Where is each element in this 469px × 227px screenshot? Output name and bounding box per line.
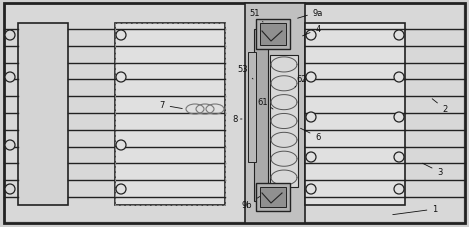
Bar	[248, 53, 256, 162]
Bar	[256, 183, 290, 211]
Circle shape	[394, 113, 404, 122]
Circle shape	[394, 184, 404, 194]
Circle shape	[5, 184, 15, 194]
Text: 8: 8	[232, 115, 242, 124]
Text: 3: 3	[423, 163, 443, 177]
Circle shape	[116, 184, 126, 194]
Text: 9a: 9a	[298, 8, 323, 19]
Bar	[115, 24, 225, 205]
Circle shape	[5, 140, 15, 150]
Bar	[256, 20, 290, 50]
Bar	[245, 4, 305, 223]
Text: 62: 62	[295, 75, 307, 88]
Circle shape	[306, 73, 316, 83]
Circle shape	[394, 73, 404, 83]
Bar	[270, 56, 298, 187]
Bar	[115, 24, 225, 205]
Circle shape	[116, 73, 126, 83]
Text: 61: 61	[257, 98, 273, 109]
Circle shape	[5, 31, 15, 41]
Bar	[254, 30, 268, 201]
Text: 2: 2	[432, 99, 447, 114]
Circle shape	[394, 31, 404, 41]
Text: 51: 51	[250, 8, 263, 23]
Circle shape	[306, 152, 316, 162]
Bar	[305, 24, 405, 205]
Text: 53: 53	[238, 65, 253, 80]
Circle shape	[306, 113, 316, 122]
Bar	[260, 24, 286, 46]
Text: 1: 1	[393, 205, 438, 215]
Circle shape	[116, 31, 126, 41]
Text: 4: 4	[303, 25, 321, 37]
Text: 6: 6	[301, 129, 321, 142]
Text: 7: 7	[159, 101, 182, 110]
Circle shape	[306, 31, 316, 41]
Text: 9b: 9b	[242, 197, 260, 210]
Bar	[260, 187, 286, 207]
Circle shape	[306, 184, 316, 194]
Bar	[18, 24, 68, 205]
Circle shape	[5, 73, 15, 83]
Circle shape	[116, 140, 126, 150]
Circle shape	[394, 152, 404, 162]
